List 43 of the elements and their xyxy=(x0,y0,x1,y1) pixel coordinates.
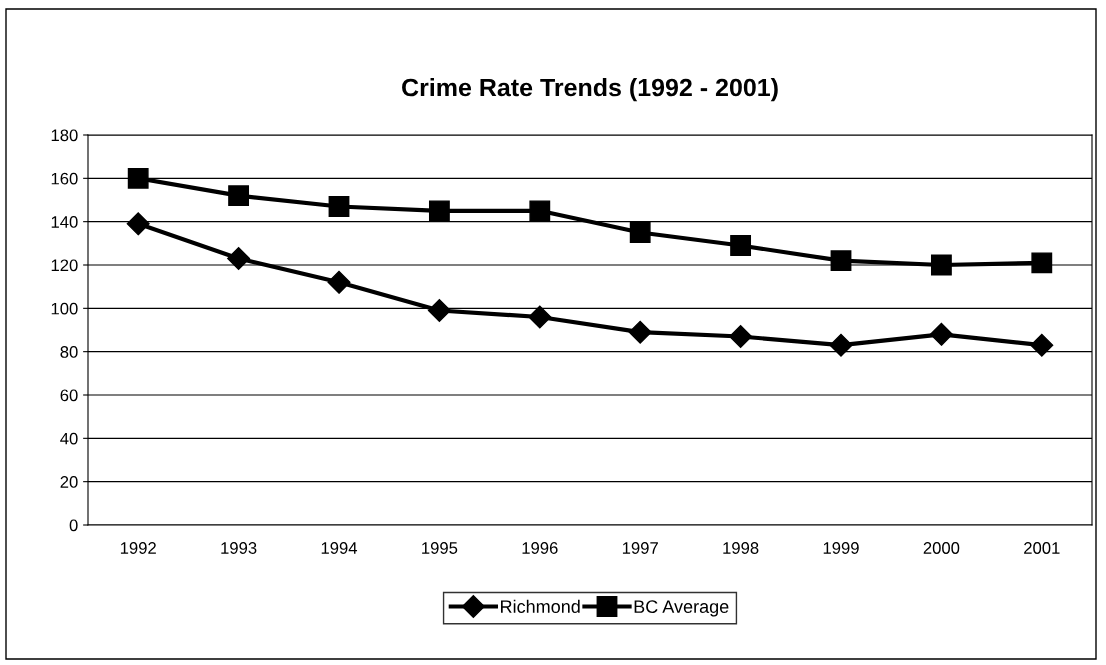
y-tick-label: 20 xyxy=(60,476,78,488)
point xyxy=(830,250,852,272)
x-tick-label: 1993 xyxy=(221,542,257,554)
y-tick-label: 80 xyxy=(60,346,78,358)
point xyxy=(428,200,450,222)
chart-title: Crime Rate Trends (1992 - 2001) xyxy=(402,77,778,102)
point xyxy=(126,212,150,236)
x-tick-label: 1999 xyxy=(823,542,859,554)
y-tick-label: 0 xyxy=(69,519,78,532)
x-tick-label: 1998 xyxy=(723,542,759,554)
x-tick-label: 1997 xyxy=(622,542,658,554)
x-tick-label: 2001 xyxy=(1024,542,1060,554)
point xyxy=(127,167,149,189)
x-tick-label: 2000 xyxy=(923,542,960,554)
x-tick-label: 1996 xyxy=(522,542,558,554)
point xyxy=(227,247,251,270)
x-tick-label: 1992 xyxy=(120,542,156,554)
legend-label: Richmond xyxy=(501,599,580,614)
point xyxy=(829,333,853,357)
x-tick-label: 1994 xyxy=(321,542,358,554)
y-tick-label: 60 xyxy=(60,389,78,402)
x-tick-label: 1995 xyxy=(422,542,458,554)
point xyxy=(529,200,551,222)
point xyxy=(228,185,250,207)
point xyxy=(328,196,350,217)
point xyxy=(730,235,752,256)
point xyxy=(427,299,451,322)
y-tick-label: 140 xyxy=(51,216,78,228)
y-tick-label: 160 xyxy=(51,172,78,185)
y-tick-label: 100 xyxy=(51,302,78,315)
point xyxy=(528,305,552,329)
point xyxy=(327,270,351,294)
point xyxy=(628,320,652,344)
point xyxy=(1031,252,1053,274)
point xyxy=(1030,333,1054,357)
legend-label: BC Average xyxy=(634,600,729,617)
point xyxy=(929,322,953,346)
point xyxy=(629,222,651,243)
point xyxy=(729,325,753,348)
y-tick-label: 120 xyxy=(51,259,78,272)
point xyxy=(930,254,952,276)
y-tick-label: 40 xyxy=(60,432,78,445)
y-tick-label: 180 xyxy=(51,129,78,142)
